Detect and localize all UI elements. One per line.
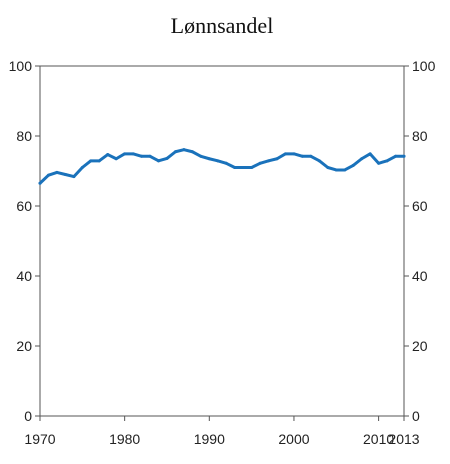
data-point	[173, 150, 177, 154]
data-point	[385, 159, 389, 163]
data-point	[157, 159, 161, 163]
series-line-0	[38, 148, 406, 185]
y-tick-label-right: 80	[412, 128, 428, 144]
x-tick-label: 1990	[194, 431, 225, 447]
x-tick-label: 2000	[278, 431, 309, 447]
data-point	[334, 168, 338, 172]
data-point	[343, 168, 347, 172]
y-tick-label-left: 40	[16, 268, 32, 284]
data-point	[241, 166, 245, 169]
data-point	[97, 159, 101, 163]
data-point	[190, 150, 194, 154]
data-point	[258, 161, 262, 165]
y-axis-right-labels: 0 20 40 60 80 100	[412, 58, 436, 424]
x-tick-label: 2010	[363, 431, 394, 447]
data-point	[165, 156, 169, 160]
data-point	[46, 173, 50, 177]
data-point	[224, 161, 228, 165]
y-axis-left-labels: 0 20 40 60 80 100	[9, 58, 33, 424]
x-tick-label: 2013	[388, 431, 419, 447]
y-tick-label-left: 100	[9, 58, 33, 74]
y-tick-label-left: 60	[16, 198, 32, 214]
series-group	[38, 148, 406, 185]
data-point	[326, 166, 330, 169]
data-point	[267, 159, 271, 163]
data-point	[182, 148, 186, 152]
y-tick-label-left: 20	[16, 338, 32, 354]
y-tick-label-right: 60	[412, 198, 428, 214]
y-tick-label-right: 20	[412, 338, 428, 354]
data-point	[140, 154, 144, 158]
data-point	[216, 159, 220, 163]
data-point	[300, 154, 304, 158]
data-point	[394, 154, 398, 158]
data-point	[89, 159, 93, 163]
data-point	[80, 166, 84, 169]
data-point	[38, 181, 42, 185]
data-point	[351, 163, 355, 167]
data-point	[360, 157, 364, 161]
data-point	[309, 154, 313, 158]
data-point	[72, 175, 76, 179]
data-point	[106, 153, 110, 157]
axes	[35, 65, 409, 421]
data-point	[131, 152, 135, 156]
chart-title: Lønnsandel	[171, 13, 274, 38]
y-tick-label-right: 40	[412, 268, 428, 284]
data-point	[55, 170, 59, 174]
x-tick-label: 1980	[109, 431, 140, 447]
x-tick-label: 1970	[24, 431, 55, 447]
y-tick-label-left: 80	[16, 128, 32, 144]
data-point	[368, 152, 372, 156]
y-tick-label-left: 0	[24, 408, 32, 424]
data-point	[317, 159, 321, 163]
plot-frame	[39, 65, 405, 417]
data-point	[377, 161, 381, 165]
data-point	[207, 157, 211, 161]
data-point	[402, 154, 406, 158]
data-point	[233, 166, 237, 169]
y-tick-label-right: 100	[412, 58, 436, 74]
data-point	[283, 152, 287, 156]
data-point	[292, 152, 296, 156]
data-point	[114, 157, 118, 161]
data-point	[123, 152, 127, 156]
data-point	[250, 166, 254, 169]
data-point	[63, 173, 67, 176]
data-point	[148, 154, 152, 158]
y-tick-label-right: 0	[412, 408, 420, 424]
data-point	[275, 157, 279, 161]
data-point	[199, 154, 203, 158]
